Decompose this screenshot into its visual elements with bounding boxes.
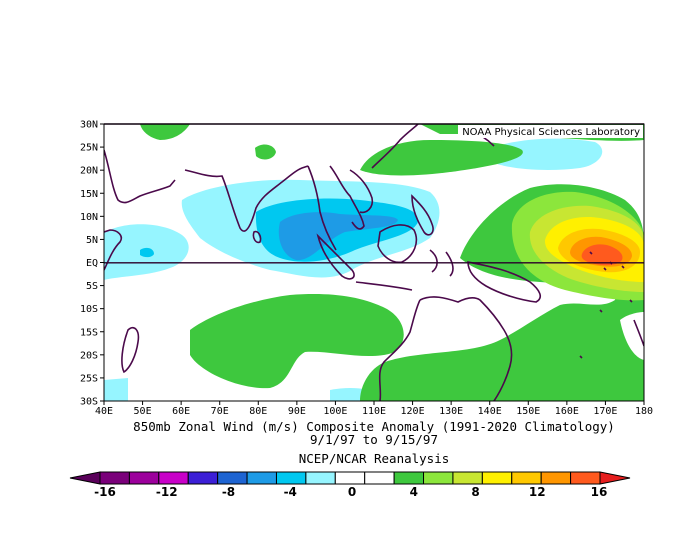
positive-anomaly-region-red (581, 244, 623, 266)
lat-tick-label: 10N (80, 212, 98, 223)
colorbar-segment (305, 471, 336, 485)
colorbar-segment (187, 471, 219, 485)
colorbar-tick-label: 12 (529, 485, 546, 499)
coast-madagascar (121, 326, 140, 374)
credit-background (458, 125, 643, 138)
lon-tick-label: 110E (362, 406, 386, 417)
colorbar (69, 471, 631, 485)
map-plot-area: NOAA Physical Sciences Laboratory (103, 123, 645, 402)
negative-anomaly-region-cyan-south (104, 378, 128, 401)
coast-indochina (307, 165, 365, 251)
lat-tick-label: EQ (86, 258, 98, 269)
colorbar-segment (423, 471, 454, 485)
colorbar-low-arrow (69, 471, 101, 485)
colorbar-tick-label: -8 (222, 485, 235, 499)
lon-tick-label: 60E (172, 406, 190, 417)
colorbar-tick-label: -12 (156, 485, 178, 499)
lat-tick-label: 30N (80, 120, 98, 131)
credit-label: NOAA Physical Sciences Laboratory (462, 127, 640, 138)
colorbar-segment (128, 471, 160, 485)
colorbar-segment (158, 471, 189, 485)
lon-tick-label: 70E (211, 406, 229, 417)
lon-tick-label: 140E (478, 406, 502, 417)
colorbar-tick-label: -16 (94, 485, 116, 499)
positive-anomaly-region-green-north (360, 140, 523, 176)
colorbar-tick-label: 4 (410, 485, 418, 499)
colorbar-segment (393, 471, 425, 485)
coast-east (633, 319, 644, 347)
lon-tick-label: 100E (323, 406, 347, 417)
colorbar-segment (275, 471, 307, 485)
lat-tick-label: 20S (80, 350, 98, 361)
lon-tick-label: 120E (401, 406, 425, 417)
coastlines (104, 124, 644, 401)
coast-sumatra (316, 233, 355, 280)
lat-tick-label: 10S (80, 304, 98, 315)
lon-tick-label: 170E (593, 406, 617, 417)
positive-anomaly-region-green-se-white (620, 312, 644, 360)
anomaly-shading (104, 124, 644, 401)
lat-tick-label: 15S (80, 327, 98, 338)
colorbar-tick-label: 16 (591, 485, 608, 499)
colorbar-segment (511, 471, 542, 485)
coast-borneo (377, 224, 418, 264)
lon-tick-label: 150E (516, 406, 540, 417)
title-line-3: NCEP/NCAR Reanalysis (299, 451, 450, 466)
coast-india (184, 165, 309, 232)
colorbar-segment (334, 471, 366, 485)
colorbar-segment (364, 471, 395, 485)
negative-anomaly-region-cyan-se (490, 138, 603, 170)
positive-anomaly-region-green-west (190, 294, 404, 389)
coast-china (371, 124, 419, 169)
lon-tick-label: 80E (249, 406, 267, 417)
lat-tick-label: 20N (80, 166, 98, 177)
colorbar-segment (217, 471, 248, 485)
colorbar-tick-label: -4 (284, 485, 297, 499)
colorbar-tick-label: 8 (471, 485, 479, 499)
positive-anomaly-region-green-small (255, 144, 276, 160)
coast-newguinea (467, 261, 542, 303)
negative-anomaly-region-blue-small (140, 247, 154, 258)
colorbar-segment (452, 471, 483, 485)
colorbar-segment (570, 471, 601, 485)
latitude-axis: 30N 25N 20N 15N 10N 5N EQ 5S 10S 15S 20S 25S 30S (80, 120, 104, 408)
coast-srilanka (252, 230, 262, 244)
lon-tick-label: 90E (288, 406, 306, 417)
colorbar-segment (481, 471, 513, 485)
coast-africa-arabia (104, 149, 176, 271)
colorbar-labels: -16 -12 -8 -4 0 4 8 12 16 (94, 485, 607, 499)
lon-tick-label: 180 (635, 406, 653, 417)
colorbar-segment (540, 471, 572, 485)
lat-tick-label: 25S (80, 373, 98, 384)
coast-australia (378, 296, 513, 401)
lat-tick-label: 25N (80, 143, 98, 154)
colorbar-tick-label: 0 (348, 485, 356, 499)
title-line-1: 850mb Zonal Wind (m/s) Composite Anomaly… (133, 419, 615, 434)
coast-sulawesi (429, 249, 454, 277)
lat-tick-label: 5S (86, 281, 98, 292)
lon-tick-label: 50E (134, 406, 152, 417)
lon-tick-label: 160E (555, 406, 579, 417)
lon-tick-label: 130E (439, 406, 463, 417)
colorbar-segment (99, 471, 130, 485)
longitude-axis: 40E 50E 60E 70E 80E 90E 100E 110E 120E 130E 140E 15… (95, 401, 653, 417)
lon-tick-label: 40E (95, 406, 113, 417)
coast-java (355, 281, 413, 291)
positive-anomaly-region-green-nw (140, 124, 190, 140)
negative-anomaly-core (278, 212, 398, 261)
title-line-2: 9/1/97 to 9/15/97 (310, 432, 438, 447)
coast-philippines (411, 194, 434, 236)
lat-tick-label: 15N (80, 189, 98, 200)
lat-tick-label: 5N (86, 235, 98, 246)
coast-vietnam (349, 169, 374, 214)
lat-tick-label: 30S (80, 397, 98, 408)
colorbar-high-arrow (599, 471, 631, 485)
colorbar-segment (246, 471, 277, 485)
